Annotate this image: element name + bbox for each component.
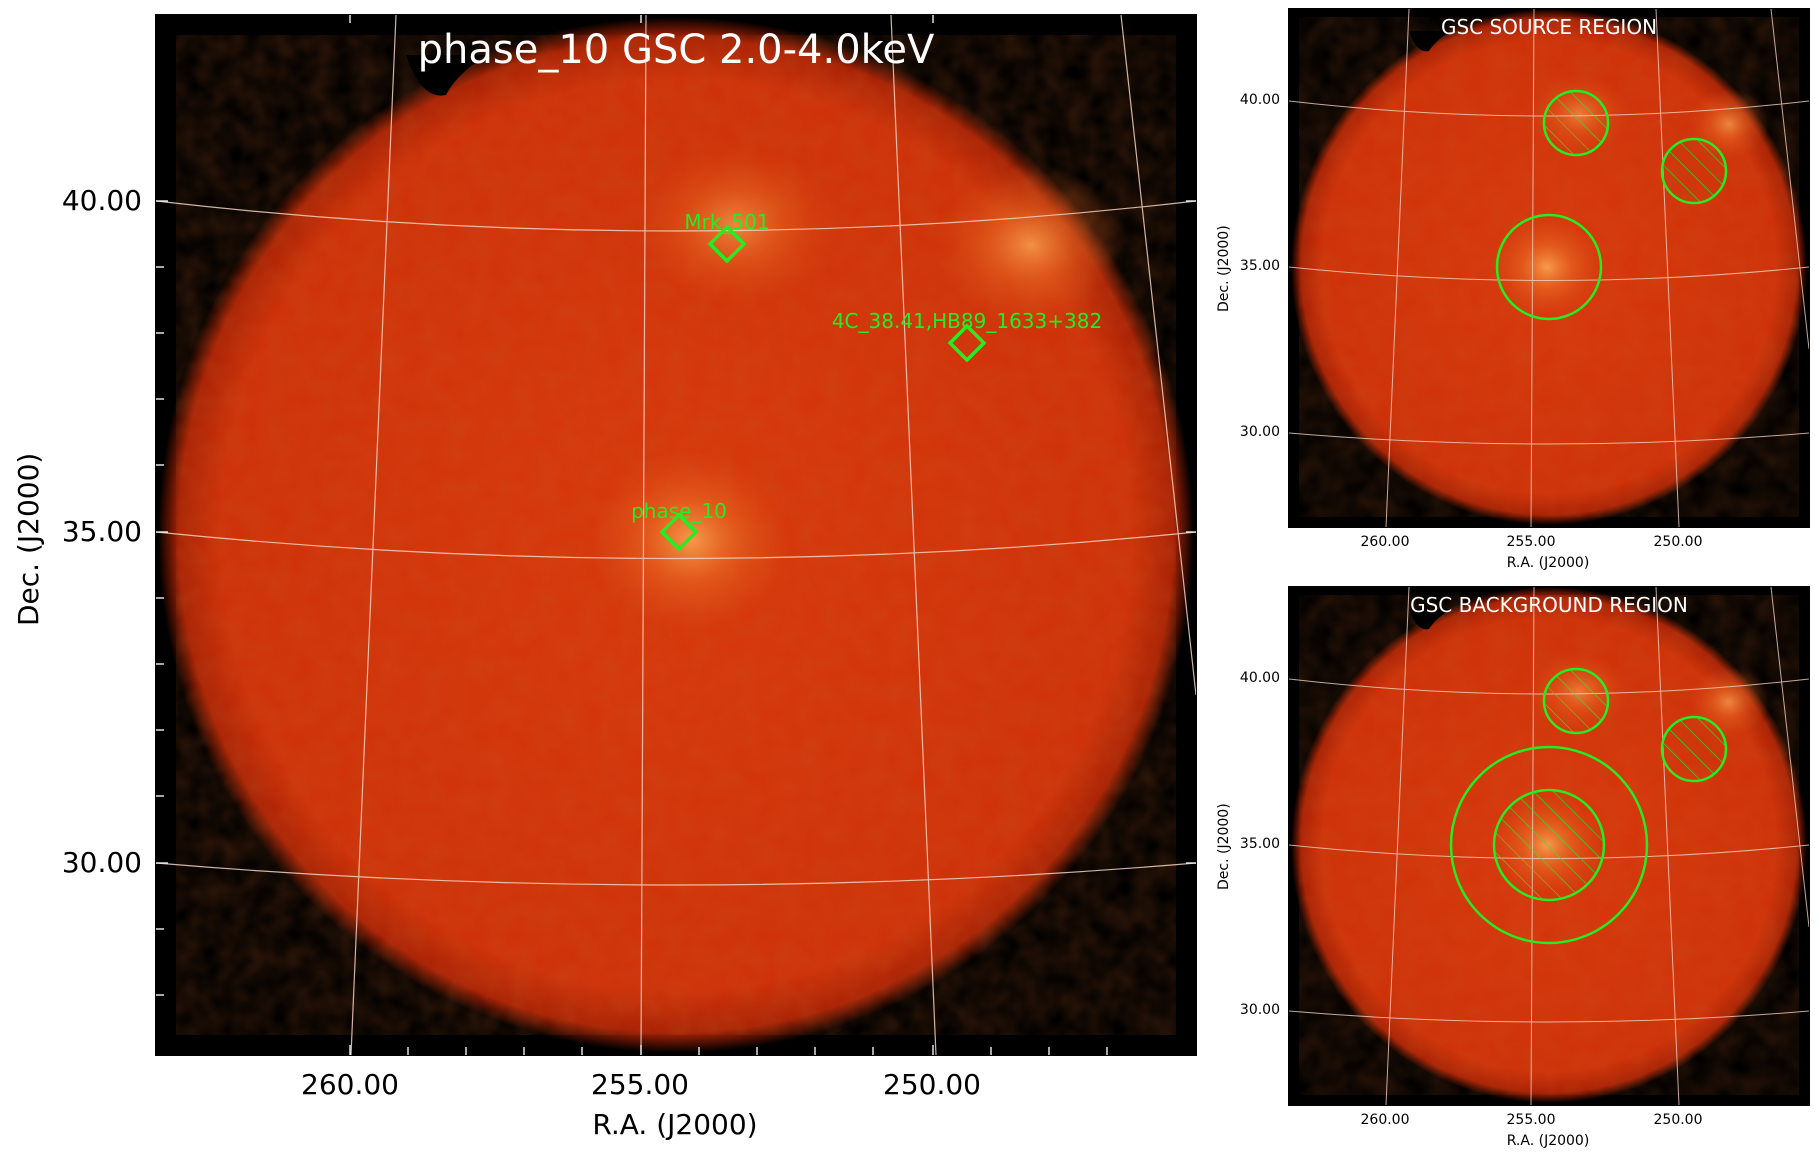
mrk501-marker [707,224,747,264]
source-image-frame: GSC SOURCE REGION [1288,8,1810,528]
main-xlabel: R.A. (J2000) [592,1108,758,1141]
excluded-mrk501-region [1542,89,1610,157]
source-sky-map [1289,9,1809,527]
source-xtick-255: 255.00 [1506,534,1556,550]
excluded-mrk501-region [1542,667,1610,735]
background-ytick-35: 35.00 [1239,836,1280,852]
source-title: GSC SOURCE REGION [1440,15,1658,39]
source-regions [1495,89,1728,321]
hb89-marker [947,323,987,363]
main-xtick-250: 250.00 [883,1068,981,1101]
background-xlabel: R.A. (J2000) [1506,1133,1590,1149]
source-xlabel: R.A. (J2000) [1506,555,1590,571]
main-ytick-30: 30.00 [61,846,142,879]
mrk501-emission [636,145,836,305]
background-annulus-outer [1449,745,1649,945]
main-ytick-40: 40.00 [61,184,142,217]
hb89-emission [936,165,1126,325]
source-xtick-250: 250.00 [1653,534,1703,550]
main-title: phase_10 GSC 2.0-4.0keV [417,27,935,73]
background-xtick-250: 250.00 [1653,1112,1703,1128]
background-regions [1449,667,1728,945]
source-ytick-35: 35.00 [1239,258,1280,274]
source-extraction-circle [1495,213,1603,321]
source-xtick-260: 260.00 [1360,534,1410,550]
main-image-frame: Mrk_501 4C_38.41,HB89_1633+382 phase_10 … [155,14,1197,1056]
background-ytick-40: 40.00 [1239,670,1280,686]
source-ytick-30: 30.00 [1239,424,1280,440]
source-ytick-40: 40.00 [1239,92,1280,108]
main-xtick-260: 260.00 [301,1068,399,1101]
background-ytick-30: 30.00 [1239,1002,1280,1018]
background-image-frame: GSC BACKGROUND REGION [1288,586,1810,1106]
background-sky-map [1289,587,1809,1105]
main-sky-map: Mrk_501 4C_38.41,HB89_1633+382 phase_10 [156,15,1196,1055]
main-ytick-35: 35.00 [61,515,142,548]
main-ylabel: Dec. (J2000) [12,452,45,626]
background-xtick-260: 260.00 [1360,1112,1410,1128]
background-annulus-inner [1492,788,1606,902]
mrk501-label: Mrk_501 [684,210,769,234]
phase10-marker [659,512,699,552]
background-title: GSC BACKGROUND REGION [1410,593,1688,617]
background-ylabel: Dec. (J2000) [1216,803,1232,890]
source-ylabel: Dec. (J2000) [1216,225,1232,312]
phase10-emission [591,450,791,630]
background-xtick-255: 255.00 [1506,1112,1556,1128]
excluded-hb89-region [1660,137,1728,205]
hb89-label: 4C_38.41,HB89_1633+382 [832,309,1102,333]
source-grid [1289,9,1809,527]
source-markers [659,224,987,552]
phase10-label: phase_10 [631,499,727,523]
excluded-hb89-region [1660,715,1728,783]
main-xtick-255: 255.00 [591,1068,689,1101]
coordinate-grid [156,15,1196,1055]
